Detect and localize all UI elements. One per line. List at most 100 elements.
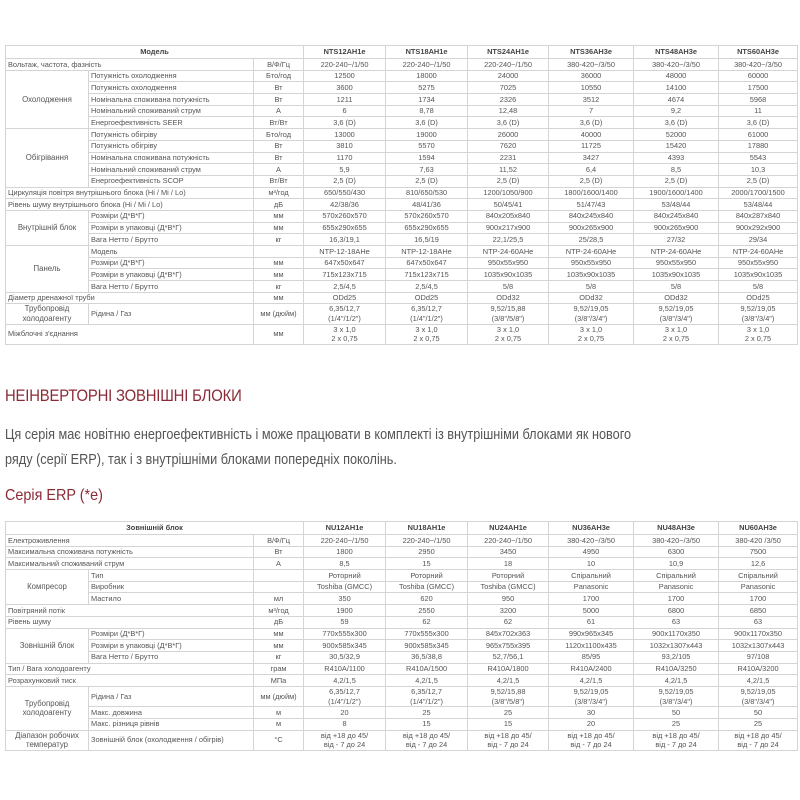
row-unit: дБ bbox=[252, 615, 305, 629]
row-unit: мм (дюйм) bbox=[252, 303, 305, 325]
value-cell: 1800/1600/1400 bbox=[548, 186, 635, 200]
row-parameter: Вага Нетто / Брутто bbox=[88, 650, 254, 664]
table-row: Зовнішній блок Розміри (Д*В*Г) мм 770x555x3… bbox=[5, 627, 799, 664]
value-cell: Panasonic bbox=[718, 580, 799, 594]
value-cell: 1035x90x1035 bbox=[467, 268, 550, 282]
value-cell: 647x50x647 bbox=[303, 256, 387, 270]
value-cell: 26000 bbox=[467, 128, 550, 141]
value-cell: 97/108 bbox=[718, 650, 799, 664]
value-cell: 40000 bbox=[548, 128, 635, 141]
row-group-label: Зовнішній блок bbox=[5, 627, 89, 664]
row-unit: МПа bbox=[252, 674, 305, 687]
value-cell: 845x702x363 bbox=[467, 627, 550, 641]
value-cell: 52000 bbox=[633, 128, 720, 141]
table-row: Енергоефективність SEER Вт/Вт 3,6 (D) 3,6 (… bbox=[6, 116, 799, 130]
value-cell: 1700 bbox=[548, 592, 635, 606]
row-unit: м³/год bbox=[252, 186, 305, 200]
value-cell: 6850 bbox=[718, 604, 799, 617]
row-unit: мм bbox=[252, 627, 305, 641]
value-cell: 3 x 1,0 2 x 0,75 bbox=[303, 323, 387, 345]
row-parameter: Потужність обігріву bbox=[88, 128, 254, 141]
table-row: Номінальний споживаний струм А 5,9 7,63 11,5… bbox=[6, 163, 799, 176]
value-cell: Роторний bbox=[303, 569, 387, 582]
value-cell: R410A/3250 bbox=[633, 662, 720, 676]
value-cell: 1032x1307x443 bbox=[633, 639, 720, 652]
value-cell: 4,2/1,5 bbox=[718, 674, 799, 687]
value-cell: 10,3 bbox=[718, 163, 799, 176]
value-cell: 9,52/19,05 (3/8"/3/4") bbox=[548, 685, 635, 708]
value-cell: 8,78 bbox=[385, 104, 469, 118]
value-cell: 20 bbox=[548, 717, 635, 731]
value-cell: 3810 bbox=[303, 139, 387, 153]
value-cell: 36,5/38,8 bbox=[385, 650, 469, 664]
value-cell: 380-420~/3/50 bbox=[633, 58, 720, 71]
value-cell: 5/8 bbox=[548, 280, 635, 293]
table-row: Макс. довжина м 20 25 25 30 50 50 bbox=[6, 706, 799, 719]
value-cell: 13000 bbox=[303, 128, 387, 141]
value-cell: 19000 bbox=[385, 128, 469, 141]
row-parameter: Енергоефективність SEER bbox=[88, 116, 254, 130]
value-cell: ODd25 bbox=[385, 291, 469, 305]
row-parameter: Розміри (Д*В*Г) bbox=[88, 627, 254, 641]
value-cell: 61 bbox=[548, 615, 635, 629]
value-cell: 10 bbox=[548, 557, 635, 571]
value-cell: 7500 bbox=[718, 545, 799, 559]
value-cell: 36000 bbox=[548, 69, 635, 83]
row-unit: Бто/год bbox=[252, 69, 305, 83]
row-unit: В/Ф/Гц bbox=[252, 534, 305, 547]
value-cell: ODd32 bbox=[467, 291, 550, 305]
value-cell: 900x1170x350 bbox=[633, 627, 720, 641]
value-cell: 24000 bbox=[467, 69, 550, 83]
value-cell: R410A/2400 bbox=[548, 662, 635, 676]
value-cell: 2,5/4,5 bbox=[385, 280, 469, 293]
row-parameter: Макс. різниця рівнів bbox=[88, 717, 254, 731]
section-title: НЕІНВЕРТОРНІ ЗОВНІШНІ БЛОКИ bbox=[5, 387, 242, 405]
value-cell: 4,2/1,5 bbox=[548, 674, 635, 687]
row-label: Міжблочні з'єднання bbox=[5, 323, 254, 345]
row-parameter: Розміри в упаковці (Д*В*Г) bbox=[88, 221, 254, 235]
row-parameter: Потужність охолодження bbox=[88, 81, 254, 95]
table-row: Трубопровід холодоагенту Рідина / Газ мм (… bbox=[5, 303, 799, 325]
value-cell: 60000 bbox=[718, 69, 799, 83]
value-cell: 570x260x570 bbox=[303, 209, 387, 223]
value-cell: 30,5/32,9 bbox=[303, 650, 387, 664]
table-row: Трубопровід холодоагенту Рідина / Газ мм (… bbox=[5, 685, 799, 731]
table-row: Максимальна споживана потужність Вт 1800 29… bbox=[5, 545, 799, 559]
value-cell: ODd32 bbox=[633, 291, 720, 305]
value-cell: Спіральний bbox=[633, 569, 720, 582]
row-unit: А bbox=[252, 163, 305, 176]
value-cell: 9,52/19,05 (3/8"/3/4") bbox=[718, 303, 799, 325]
value-cell: 7,63 bbox=[385, 163, 469, 176]
value-cell: 2,5 (D) bbox=[303, 174, 387, 188]
value-cell: 7 bbox=[548, 104, 635, 118]
value-cell: 15 bbox=[385, 557, 469, 571]
value-cell: 3,6 (D) bbox=[303, 116, 387, 130]
indoor-unit-spec-table: Модель NTS12AH1e NTS18AH1e NTS24AH1e NTS36AH… bbox=[4, 45, 799, 345]
value-cell: Роторний bbox=[385, 569, 469, 582]
value-cell: 17880 bbox=[718, 139, 799, 153]
value-cell: Toshiba (GMCC) bbox=[467, 580, 550, 594]
value-cell: 42/38/36 bbox=[303, 198, 387, 211]
table-row: Міжблочні з'єднання мм 3 x 1,0 2 x 0,75 3 x… bbox=[5, 323, 799, 345]
value-cell: 15420 bbox=[633, 139, 720, 153]
row-unit: мм bbox=[252, 256, 305, 270]
row-label: Розрахунковий тиск bbox=[5, 674, 254, 687]
row-parameter: Рідина / Газ bbox=[88, 303, 254, 325]
row-unit: В/Ф/Гц bbox=[252, 58, 305, 71]
table-row: Діаметр дренажної труби мм ODd25 ODd25 ODd32… bbox=[5, 291, 799, 305]
value-cell: 6,35/12,7 (1/4"/1/2") bbox=[303, 303, 387, 325]
value-cell: 1200/1050/900 bbox=[467, 186, 550, 200]
row-parameter: Рідина / Газ bbox=[88, 685, 254, 708]
row-parameter: Зовнішній блок (охолодження / обігрів) bbox=[88, 729, 254, 751]
value-cell: 48/41/36 bbox=[385, 198, 469, 211]
value-cell: 27/32 bbox=[633, 233, 720, 246]
value-cell: 900x217x900 bbox=[467, 221, 550, 235]
table-row: Тип / Вага холодоагенту грам R410A/1100 R41… bbox=[5, 662, 799, 676]
value-cell: 220-240~/1/50 bbox=[303, 534, 387, 547]
value-cell: Роторний bbox=[467, 569, 550, 582]
row-label: Повітряний потік bbox=[5, 604, 254, 617]
row-parameter: Номінальний споживаний струм bbox=[88, 163, 254, 176]
value-cell: 2,5 (D) bbox=[548, 174, 635, 188]
row-parameter: Потужність обігріву bbox=[88, 139, 254, 153]
value-cell: 4,2/1,5 bbox=[385, 674, 469, 687]
